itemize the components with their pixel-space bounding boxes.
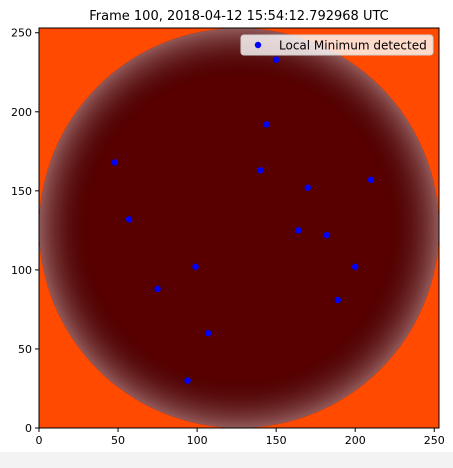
local-minimum-point — [323, 231, 330, 239]
local-minimum-point — [154, 285, 161, 293]
local-minimum-point — [352, 263, 359, 270]
chart: 0 50 100 150 200 250 0 50 100 150 200 250 Frame 10… — [11, 9, 445, 447]
y-tick-label: 150 — [11, 185, 32, 198]
local-minimum-point — [192, 263, 199, 270]
legend-label: Local Minimum detected — [279, 39, 427, 53]
local-minimum-points — [111, 56, 375, 384]
local-minimum-point — [204, 329, 212, 337]
y-axis: 0 50 100 150 200 250 — [11, 27, 39, 435]
chart-title: Frame 100, 2018-04-12 15:54:12.792968 UT… — [89, 9, 388, 24]
x-tick-label: 150 — [266, 434, 287, 447]
bottom-strip — [0, 452, 453, 468]
local-minimum-point — [304, 184, 311, 191]
local-minimum-point — [295, 227, 302, 234]
local-minimum-point — [272, 56, 280, 63]
axes-frame — [38, 27, 440, 429]
legend-marker — [254, 41, 262, 49]
y-tick-label: 100 — [11, 264, 32, 277]
legend: Local Minimum detected — [240, 34, 434, 56]
y-tick-label: 50 — [18, 343, 32, 356]
x-tick-label: 100 — [187, 434, 208, 447]
x-tick-label: 50 — [111, 434, 125, 447]
local-minimum-point — [263, 121, 270, 128]
y-tick-label: 200 — [11, 106, 32, 119]
local-minimum-point — [334, 296, 342, 304]
x-tick-label: 250 — [424, 434, 445, 447]
local-minimum-point — [125, 216, 133, 223]
local-minimum-point — [184, 377, 191, 384]
y-tick-label: 0 — [25, 422, 32, 435]
x-tick-label: 0 — [36, 434, 43, 447]
x-axis: 0 50 100 150 200 250 — [36, 428, 445, 447]
local-minimum-point — [111, 159, 119, 166]
local-minimum-point — [257, 167, 264, 174]
solar-disk-image — [39, 28, 439, 428]
y-tick-label: 250 — [11, 27, 32, 40]
local-minimum-point — [367, 176, 375, 183]
legend-box — [240, 34, 434, 56]
x-tick-label: 200 — [345, 434, 366, 447]
